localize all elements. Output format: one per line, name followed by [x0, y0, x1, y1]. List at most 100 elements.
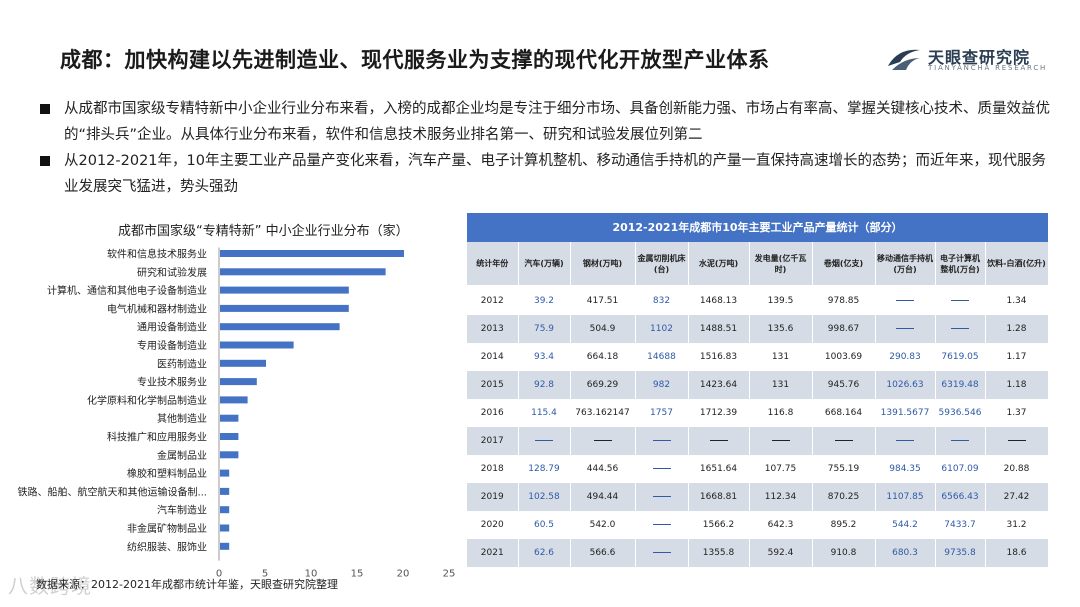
table-cell: 7619.05 — [935, 343, 986, 371]
table-cell: 115.4 — [518, 399, 571, 427]
table-cell: 62.6 — [518, 539, 571, 567]
data-source: 数据来源：2012-2021年成都市统计年鉴，天眼查研究院整理 — [36, 578, 338, 591]
table-cell: 102.58 — [518, 483, 571, 511]
bullet-square-icon — [40, 104, 50, 114]
bar — [220, 359, 266, 367]
x-tick-label: 5 — [262, 569, 268, 580]
table-cell: 1423.64 — [688, 371, 750, 399]
bullet-square-icon — [40, 156, 50, 166]
bullet-item: 从成都市国家级专精特新中小企业行业分布来看，入榜的成都企业均是专注于细分市场、具… — [40, 96, 1060, 148]
dash-glyph — [834, 440, 853, 441]
table-cell: 870.25 — [812, 483, 876, 511]
column-header: 电子计算机整机(万台) — [935, 242, 986, 287]
table-cell — [875, 315, 936, 343]
table-cell: 755.19 — [812, 455, 876, 483]
bullet-text: 从2012-2021年，10年主要工业产品量产变化来看，汽车产量、电子计算机整机… — [64, 153, 1046, 195]
category-label: 电气机械和器材制造业 — [107, 302, 207, 315]
table-row: 2017 — [467, 427, 1049, 455]
dash-glyph — [896, 440, 914, 441]
table-cell — [985, 427, 1049, 455]
dash-glyph — [896, 328, 914, 329]
table-cell: 910.8 — [812, 539, 876, 567]
table-cell: 1391.5677 — [875, 399, 936, 427]
table-cell: 680.3 — [875, 539, 936, 567]
bar — [220, 268, 386, 276]
x-tick-label: 15 — [351, 569, 364, 580]
category-label: 铁路、船舶、航空航天和其他运输设备制... — [17, 485, 207, 498]
dash-glyph — [652, 468, 671, 469]
table-cell: 1566.2 — [688, 511, 750, 539]
table-cell: 131 — [749, 371, 813, 399]
table-row: 2019 102.58 494.44 1668.81 112.34 870.25 1107.… — [467, 483, 1049, 511]
table-cell — [570, 427, 636, 455]
table-cell: 116.8 — [749, 399, 813, 427]
table-cell: 112.34 — [749, 483, 813, 511]
table-cell: 14688 — [635, 343, 689, 371]
table-row: 2016 115.4 763.162147 1757 1712.39 116.8 668.1… — [467, 399, 1049, 427]
table-cell: 2020 — [467, 511, 519, 539]
page-title: 成都：加快构建以先进制造业、现代服务业为支撑的现代化开放型产业体系 — [60, 48, 770, 72]
table-row: 2021 62.6 566.6 1355.8 592.4 910.8 680.3 9735.8… — [467, 539, 1049, 567]
table-cell: 998.67 — [812, 315, 876, 343]
bar — [220, 341, 294, 349]
bar — [220, 414, 239, 422]
column-header: 水泥(万吨) — [688, 242, 750, 287]
column-header: 卷烟(亿支) — [812, 242, 876, 287]
table-cell — [812, 427, 876, 455]
table-cell: 444.56 — [570, 455, 636, 483]
table-cell: 1757 — [635, 399, 689, 427]
table-cell — [935, 315, 986, 343]
table-cell: 6319.48 — [935, 371, 986, 399]
table-cell: 1107.85 — [875, 483, 936, 511]
brand-subtitle: TIANYANCHA RESEARCH — [928, 64, 1048, 72]
x-tick-label: 0 — [216, 569, 222, 580]
table-cell: 494.44 — [570, 483, 636, 511]
category-label: 化学原料和化学制品制造业 — [87, 394, 207, 407]
table-cell: 1651.64 — [688, 455, 750, 483]
bullet-item: 从2012-2021年，10年主要工业产品量产变化来看，汽车产量、电子计算机整机… — [40, 148, 1060, 200]
dash-glyph — [1007, 440, 1026, 441]
table-cell: 1668.81 — [688, 483, 750, 511]
bar — [220, 396, 248, 404]
column-header: 饮料-白酒(亿升) — [985, 242, 1049, 287]
bar — [220, 542, 230, 550]
column-header: 统计年份 — [467, 242, 519, 287]
table-row: 2012 39.2 417.51 832 1468.13 139.5 978.85 1.34 — [467, 286, 1049, 315]
bullet-list: 从成都市国家级专精特新中小企业行业分布来看，入榜的成都企业均是专注于细分市场、具… — [40, 96, 1060, 200]
table-cell: 139.5 — [749, 286, 813, 315]
table-cell: 978.85 — [812, 286, 876, 315]
production-table: 2012-2021年成都市10年主要工业产品产量统计（部分） 统计年份 汽车(万辆… — [467, 213, 1049, 567]
table-cell — [688, 427, 750, 455]
table-cell: 2015 — [467, 371, 519, 399]
category-label: 橡胶和塑料制品业 — [127, 467, 207, 480]
category-label: 其他制造业 — [157, 412, 207, 425]
table-cell: 1.37 — [985, 399, 1049, 427]
category-label: 纺织服装、服饰业 — [127, 540, 207, 553]
bar — [220, 250, 404, 257]
category-label: 计算机、通信和其他电子设备制造业 — [47, 284, 207, 297]
table-cell: 2019 — [467, 483, 519, 511]
bar — [220, 506, 230, 514]
table-cell: 60.5 — [518, 511, 571, 539]
table-cell: 20.88 — [985, 455, 1049, 483]
table-cell: 2017 — [467, 427, 519, 455]
chart-title: 成都市国家级“专精特新” 中小企业行业分布（家） — [118, 224, 409, 239]
table-cell — [518, 427, 571, 455]
dash-glyph — [652, 440, 671, 441]
table-cell: 1712.39 — [688, 399, 750, 427]
column-header: 钢材(万吨) — [570, 242, 636, 287]
table-cell: 945.76 — [812, 371, 876, 399]
table-cell: 984.35 — [875, 455, 936, 483]
dash-glyph — [709, 440, 728, 441]
table-cell: 93.4 — [518, 343, 571, 371]
table-cell: 7433.7 — [935, 511, 986, 539]
table-cell — [635, 511, 689, 539]
x-tick-label: 25 — [443, 569, 456, 580]
table-cell: 504.9 — [570, 315, 636, 343]
table-title: 2012-2021年成都市10年主要工业产品产量统计（部分） — [467, 213, 1048, 242]
column-header: 发电量(亿千瓦时) — [749, 242, 813, 287]
table-cell: 2013 — [467, 315, 519, 343]
dash-glyph — [593, 440, 612, 441]
table-cell: 417.51 — [570, 286, 636, 315]
table-cell: 128.79 — [518, 455, 571, 483]
